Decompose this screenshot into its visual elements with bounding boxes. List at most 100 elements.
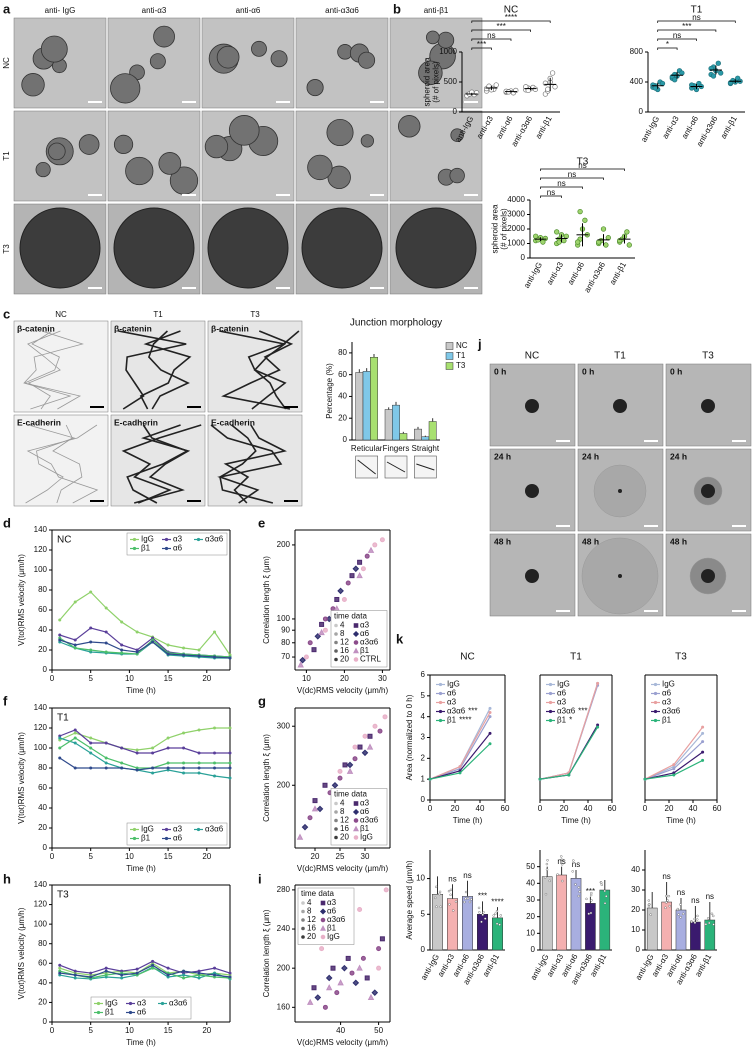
y-tick-label: 70 [281, 652, 290, 661]
time-label: 48 h [494, 536, 511, 546]
data-point [182, 646, 186, 650]
legend-label: β1 [557, 716, 567, 725]
data-point [672, 77, 678, 83]
data-point [624, 229, 630, 235]
data-point [135, 630, 139, 634]
y-axis-label: spheroid area [491, 204, 500, 253]
data-point [104, 650, 108, 654]
legend-marker [353, 640, 359, 645]
data-point [151, 966, 155, 970]
data-point [367, 546, 375, 553]
replicate-dot [676, 907, 680, 911]
data-point [538, 777, 542, 781]
y-tick-label: 200 [277, 540, 291, 549]
spheroid [228, 115, 260, 146]
spheroid [78, 134, 100, 155]
legend-box [330, 788, 388, 846]
data-point [488, 706, 492, 710]
data-point [197, 766, 201, 770]
legend-label: IgG [557, 680, 570, 689]
legend-label: T3 [456, 361, 466, 370]
y-axis-label: spheroid area [423, 57, 432, 106]
data-point [488, 715, 492, 719]
spheroid [149, 53, 166, 70]
legend-marker [301, 918, 305, 922]
legend-marker [132, 836, 137, 841]
significance-label: * [666, 40, 669, 49]
replicate-dot [665, 901, 668, 904]
spheroid [158, 152, 182, 175]
x-tick-label: 0 [428, 804, 433, 813]
data-point [166, 643, 170, 647]
data-point [364, 975, 370, 981]
data-point [337, 768, 343, 774]
data-point [213, 726, 217, 730]
data-point [325, 984, 333, 991]
y-tick-label: 60 [38, 605, 47, 614]
micrograph [207, 320, 303, 413]
legend-marker [132, 537, 137, 542]
legend-marker [334, 827, 338, 831]
data-point [672, 767, 676, 771]
significance-label: *** [586, 887, 595, 896]
data-point [596, 723, 600, 727]
data-point [659, 80, 666, 87]
x-axis-label: Time (h) [126, 864, 156, 873]
data-point [356, 964, 363, 971]
y-tick-label: 0 [343, 435, 348, 444]
bar [646, 907, 658, 951]
data-point [311, 985, 317, 991]
legend-label: α3 [360, 799, 370, 808]
time-label: 24 h [494, 451, 511, 461]
data-point [596, 725, 600, 729]
x-tick-label: 20 [665, 804, 674, 813]
legend-label: α3α6 [169, 999, 188, 1008]
junction-trace [219, 424, 274, 504]
bar [370, 356, 378, 441]
data-point [366, 743, 374, 750]
legend-marker [653, 718, 658, 723]
legend-label: α6 [447, 689, 457, 698]
replicate-dot [577, 894, 580, 898]
data-point [382, 714, 388, 720]
data-point [488, 742, 492, 746]
replicate-dot [477, 906, 481, 910]
legend-label: IgG [447, 680, 460, 689]
micrograph [13, 414, 109, 507]
spheroid [35, 161, 51, 178]
data-point [58, 756, 62, 760]
significance-label: ns [557, 179, 565, 188]
legend-marker [438, 691, 443, 696]
legend-marker [548, 691, 553, 696]
legend-label: β1 [105, 1008, 115, 1017]
replicate-dot [484, 917, 487, 920]
spheroid [395, 207, 477, 289]
data-point [318, 628, 325, 636]
data-point [89, 971, 93, 975]
replicate-dot [647, 899, 651, 902]
data-point [89, 741, 93, 745]
y-tick-label: 40 [631, 865, 640, 874]
data-point [334, 596, 340, 602]
data-point [197, 648, 201, 652]
column-header: NC [525, 351, 539, 362]
legend-marker [653, 709, 658, 714]
y-tick-label: 800 [630, 47, 644, 56]
data-point [73, 741, 77, 745]
data-point [312, 798, 318, 804]
legend-label: 4 [340, 621, 345, 630]
data-point [376, 965, 382, 971]
data-point [104, 969, 108, 973]
junction-trace [52, 424, 83, 504]
data-line [59, 591, 231, 656]
bar [661, 901, 672, 951]
replicate-dot [668, 904, 671, 908]
replicate-dot [600, 881, 603, 884]
significance-bracket [471, 38, 512, 41]
spheroid [307, 154, 333, 181]
legend-box [297, 887, 355, 945]
legend-label: β1 [662, 716, 672, 725]
data-point [306, 998, 314, 1005]
significance-label: ns [692, 13, 700, 22]
